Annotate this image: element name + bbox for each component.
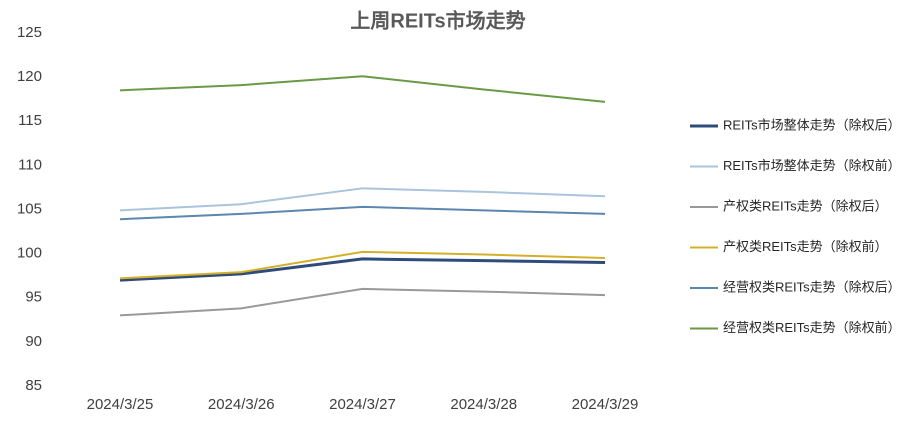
y-tick-label: 85 (25, 377, 42, 394)
legend-label: 产权类REITs走势（除权后） (723, 198, 888, 213)
y-tick-label: 110 (18, 156, 42, 173)
series-line (119, 205, 606, 221)
y-tick-label: 105 (17, 200, 42, 217)
series-line (119, 257, 606, 282)
series-line (119, 250, 606, 280)
legend-label: 经营权类REITs走势（除权前） (723, 320, 900, 335)
x-tick-label: 2024/3/26 (208, 396, 275, 413)
y-tick-label: 95 (25, 289, 42, 306)
legend-label: 产权类REITs走势（除权前） (723, 239, 888, 254)
series-line (119, 75, 606, 103)
legend-label: REITs市场整体走势（除权后） (723, 117, 900, 132)
x-tick-label: 2024/3/29 (572, 396, 639, 413)
y-tick-label: 120 (17, 68, 42, 85)
x-tick-label: 2024/3/27 (329, 396, 396, 413)
y-tick-label: 125 (17, 24, 42, 41)
series-line (119, 287, 606, 317)
legend-label: REITs市场整体走势（除权前） (723, 158, 900, 173)
legend-label: 经营权类REITs走势（除权后） (723, 279, 900, 294)
y-tick-label: 90 (25, 333, 42, 350)
series-line (119, 187, 606, 212)
y-tick-label: 100 (17, 245, 42, 262)
x-tick-label: 2024/3/28 (450, 396, 517, 413)
chart-title: 上周REITs市场走势 (350, 8, 525, 32)
y-tick-label: 115 (18, 112, 42, 129)
x-tick-label: 2024/3/25 (87, 396, 154, 413)
